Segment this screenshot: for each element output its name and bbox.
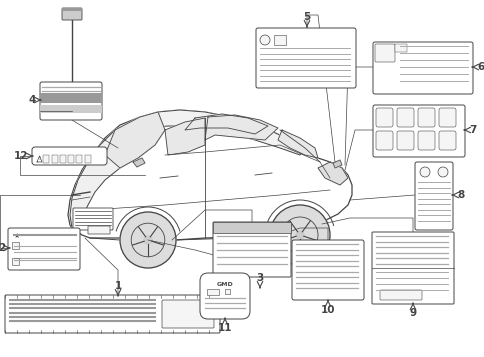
Text: 11: 11 <box>217 323 232 333</box>
Polygon shape <box>184 114 268 134</box>
FancyBboxPatch shape <box>372 42 472 94</box>
FancyBboxPatch shape <box>32 147 107 165</box>
FancyBboxPatch shape <box>417 131 434 150</box>
Bar <box>12 242 19 249</box>
Bar <box>52 155 58 163</box>
Text: 4: 4 <box>29 95 36 105</box>
Text: 2: 2 <box>0 243 5 253</box>
FancyBboxPatch shape <box>396 108 413 127</box>
Text: 12: 12 <box>14 151 28 161</box>
Text: 8: 8 <box>456 190 463 200</box>
Bar <box>225 289 229 294</box>
Text: 6: 6 <box>476 62 483 72</box>
Circle shape <box>120 212 176 268</box>
Polygon shape <box>70 112 165 228</box>
Circle shape <box>144 236 151 244</box>
FancyBboxPatch shape <box>256 28 355 88</box>
Bar <box>40 105 102 113</box>
Polygon shape <box>277 130 318 158</box>
Bar <box>43 155 49 163</box>
FancyBboxPatch shape <box>199 273 249 319</box>
FancyBboxPatch shape <box>88 226 110 234</box>
Circle shape <box>259 35 270 45</box>
Circle shape <box>295 231 303 239</box>
Polygon shape <box>133 158 145 167</box>
Text: GMD: GMD <box>216 282 233 287</box>
Text: 10: 10 <box>320 305 334 315</box>
Text: !: ! <box>38 156 41 161</box>
FancyBboxPatch shape <box>375 131 392 150</box>
FancyBboxPatch shape <box>396 131 413 150</box>
Text: 7: 7 <box>468 125 475 135</box>
FancyBboxPatch shape <box>8 228 80 270</box>
FancyBboxPatch shape <box>5 295 220 333</box>
Bar <box>68 155 74 163</box>
Bar <box>207 289 219 295</box>
Bar <box>394 44 406 52</box>
Bar <box>12 258 19 265</box>
Bar <box>60 155 66 163</box>
FancyBboxPatch shape <box>375 108 392 127</box>
Text: 1: 1 <box>114 281 121 291</box>
Circle shape <box>270 205 329 265</box>
Text: 5: 5 <box>303 12 310 22</box>
FancyBboxPatch shape <box>374 44 394 62</box>
Polygon shape <box>205 115 277 140</box>
Bar <box>40 93 102 103</box>
Bar <box>273 35 286 45</box>
Text: 3: 3 <box>256 273 263 283</box>
Polygon shape <box>318 162 348 185</box>
Bar <box>62 8 82 11</box>
FancyBboxPatch shape <box>291 240 363 300</box>
Bar <box>76 155 82 163</box>
FancyBboxPatch shape <box>162 300 213 328</box>
FancyBboxPatch shape <box>73 208 113 230</box>
FancyBboxPatch shape <box>62 8 82 20</box>
Polygon shape <box>140 110 304 155</box>
Text: 9: 9 <box>408 308 416 318</box>
Text: ★: ★ <box>14 233 20 239</box>
FancyBboxPatch shape <box>438 108 455 127</box>
FancyBboxPatch shape <box>40 82 102 120</box>
FancyBboxPatch shape <box>371 232 453 304</box>
Circle shape <box>437 167 447 177</box>
FancyBboxPatch shape <box>212 222 290 277</box>
FancyBboxPatch shape <box>438 131 455 150</box>
Bar <box>212 222 290 233</box>
Bar <box>85 155 91 163</box>
Polygon shape <box>68 110 351 240</box>
Polygon shape <box>105 112 165 168</box>
FancyBboxPatch shape <box>417 108 434 127</box>
FancyBboxPatch shape <box>414 162 452 230</box>
Polygon shape <box>165 118 205 155</box>
Polygon shape <box>333 160 341 168</box>
Circle shape <box>419 167 429 177</box>
FancyBboxPatch shape <box>379 290 421 300</box>
FancyBboxPatch shape <box>372 105 464 157</box>
